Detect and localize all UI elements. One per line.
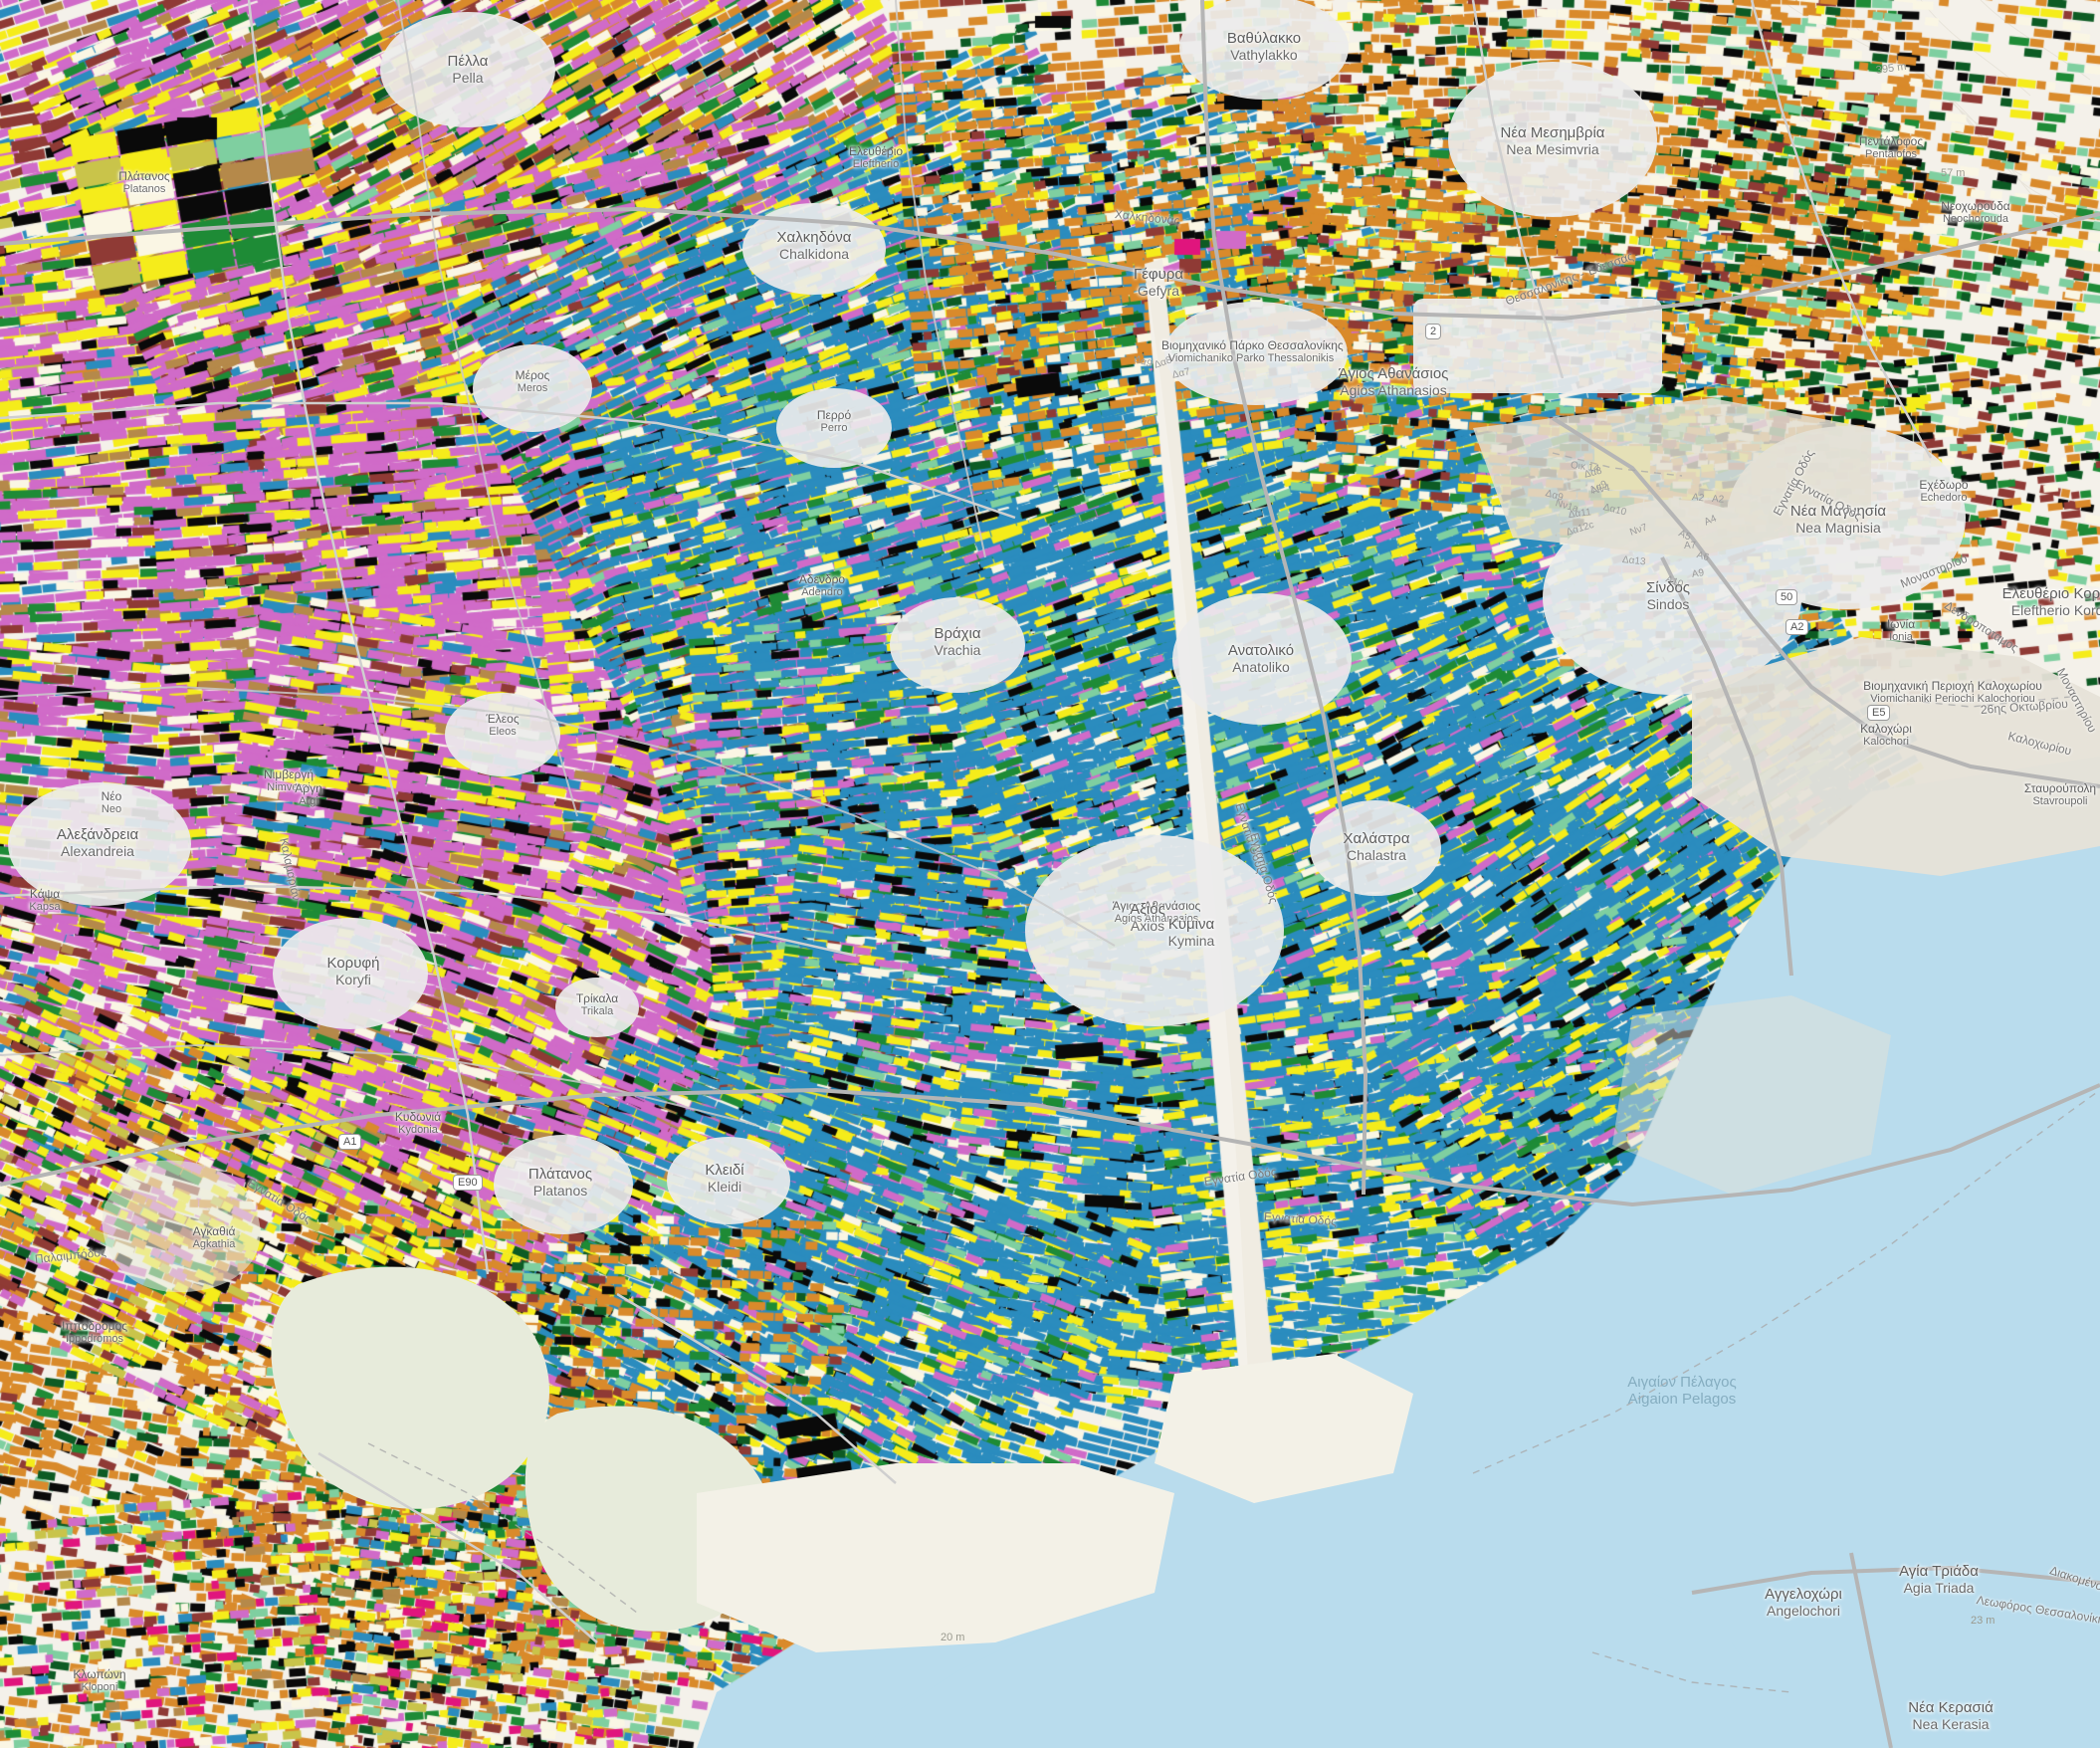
urban-area-layer	[271, 398, 2100, 1632]
map-canvas[interactable]: Πέλλα Pella Βαθύλακκο Vathylakko Νέα Μεσημβρ…	[0, 0, 2100, 1748]
road-network-layer	[0, 0, 2100, 1748]
